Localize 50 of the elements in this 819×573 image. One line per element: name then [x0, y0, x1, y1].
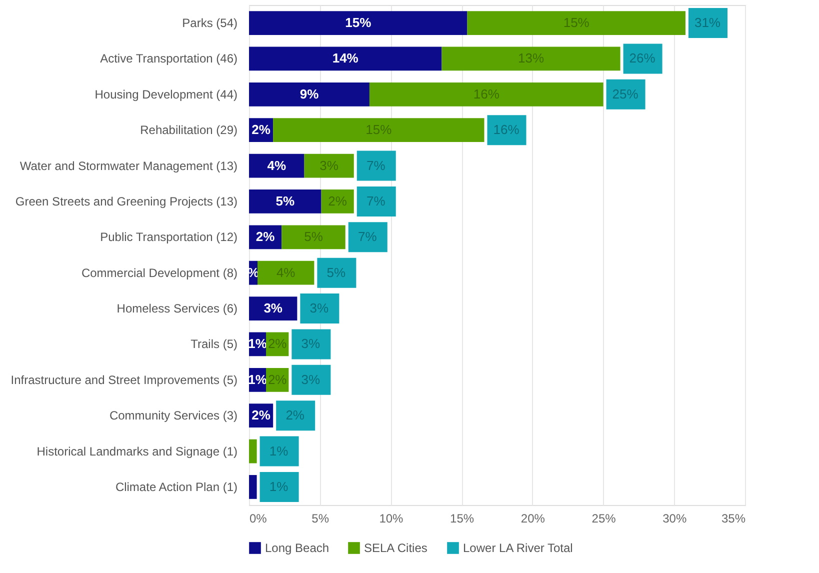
data-label: 5% [276, 193, 295, 208]
total-label: 16% [493, 122, 520, 138]
total-label: 7% [366, 193, 386, 208]
x-tick-label: 15% [450, 512, 474, 526]
y-tick-label: Homeless Services (6) [116, 302, 238, 316]
data-label: 4% [267, 158, 286, 173]
total-label: 7% [366, 158, 386, 173]
data-label: 1% [248, 336, 268, 352]
y-tick-label: Parks (54) [182, 16, 238, 30]
data-label: 1% [248, 372, 268, 387]
total-label: 3% [310, 300, 330, 316]
total-label: 1% [269, 478, 289, 494]
data-label: 2% [256, 229, 276, 244]
total-label: 26% [629, 50, 656, 66]
y-tick-label: Infrastructure and Street Improvements (5) [10, 372, 238, 387]
data-label: 14% [332, 50, 359, 66]
total-label: 3% [301, 372, 321, 387]
y-tick-label: Public Transportation (12) [100, 230, 238, 244]
x-tick-label: 0% [250, 512, 268, 526]
x-tick-label: 25% [592, 512, 616, 526]
y-tick-label: Trails (5) [190, 337, 238, 352]
data-label: 15% [345, 15, 372, 30]
data-label: 3% [264, 300, 283, 316]
data-label: 2% [252, 122, 271, 138]
legend-label: Long Beach [265, 541, 330, 555]
total-label: 5% [326, 264, 346, 280]
y-tick-label: Community Services (3) [109, 408, 238, 423]
x-tick-label: 20% [520, 512, 546, 526]
y-tick-label: Green Streets and Greening Projects (13) [15, 194, 238, 208]
total-label: 7% [358, 229, 378, 244]
total-label: 2% [286, 408, 305, 423]
total-label: 31% [694, 15, 721, 30]
x-tick-label: 10% [379, 512, 404, 526]
legend-label: Lower LA River Total [463, 541, 573, 555]
x-tick-label: 35% [721, 512, 746, 526]
total-label: 1% [269, 443, 289, 458]
total-label: 3% [301, 336, 321, 352]
legend-label: SELA Cities [364, 541, 428, 555]
data-label: 2% [252, 408, 271, 423]
x-tick-label: 30% [662, 512, 687, 526]
data-label: 9% [300, 86, 320, 102]
y-tick-label: Rehabilitation (29) [140, 123, 238, 138]
y-tick-label: Historical Landmarks and Signage (1) [36, 444, 238, 458]
total-label: 25% [612, 86, 639, 102]
y-tick-label: Water and Stormwater Management (13) [20, 158, 238, 173]
y-tick-label: Active Transportation (46) [100, 52, 238, 66]
y-tick-label: Commercial Development (8) [81, 266, 238, 280]
y-tick-label: Housing Development (44) [94, 87, 238, 102]
y-tick-label: Climate Action Plan (1) [115, 480, 238, 494]
x-tick-label: 5% [312, 512, 330, 526]
